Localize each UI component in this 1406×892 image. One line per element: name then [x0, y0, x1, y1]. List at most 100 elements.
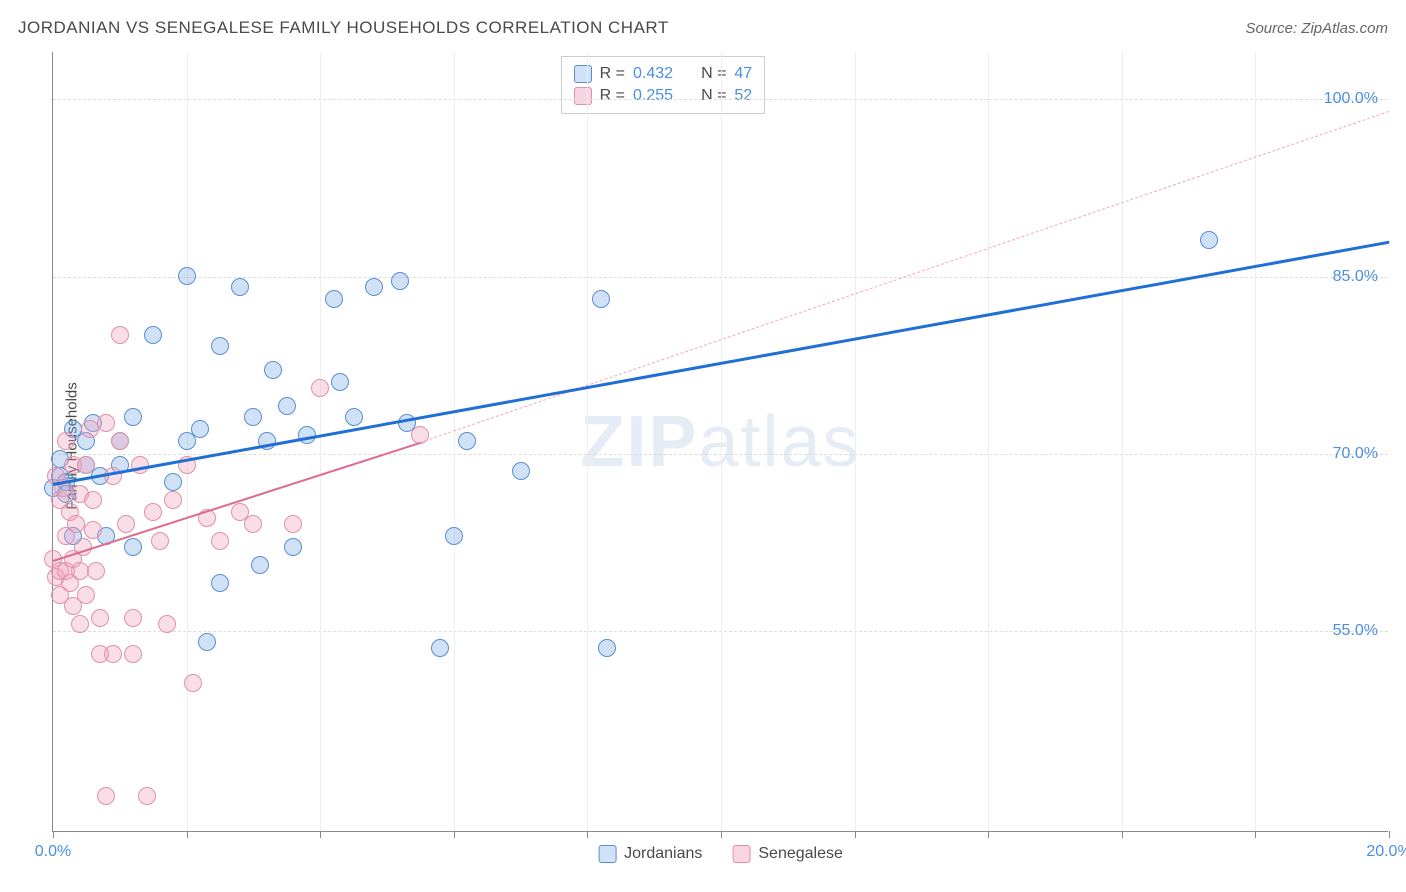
- stat-n-value: 47: [734, 65, 752, 83]
- stats-row: R = 0.255 N = 52: [574, 85, 753, 107]
- stat-n-value: 52: [734, 87, 752, 105]
- data-point: [592, 290, 610, 308]
- data-point: [284, 538, 302, 556]
- y-tick-label: 70.0%: [1333, 445, 1378, 463]
- data-point: [91, 609, 109, 627]
- y-tick-label: 100.0%: [1324, 90, 1378, 108]
- data-point: [331, 373, 349, 391]
- x-tick-label: 0.0%: [35, 843, 71, 861]
- gridline-vertical: [320, 52, 321, 831]
- data-point: [124, 538, 142, 556]
- data-point: [325, 290, 343, 308]
- data-point: [345, 408, 363, 426]
- stat-r-value: 0.255: [633, 87, 673, 105]
- series-swatch: [732, 845, 750, 863]
- data-point: [311, 379, 329, 397]
- legend-item: Senegalese: [732, 845, 843, 863]
- data-point: [111, 432, 129, 450]
- x-tick: [320, 831, 321, 838]
- data-point: [244, 515, 262, 533]
- gridline-vertical: [454, 52, 455, 831]
- data-point: [264, 361, 282, 379]
- legend-label: Jordanians: [624, 845, 702, 863]
- series-legend: Jordanians Senegalese: [598, 845, 843, 863]
- data-point: [184, 674, 202, 692]
- data-point: [111, 326, 129, 344]
- data-point: [71, 562, 89, 580]
- stat-r-label: R =: [600, 65, 625, 83]
- data-point: [1200, 231, 1218, 249]
- y-tick-label: 85.0%: [1333, 268, 1378, 286]
- stat-r-label: R =: [600, 87, 625, 105]
- x-tick: [587, 831, 588, 838]
- data-point: [117, 515, 135, 533]
- watermark-bold: ZIP: [580, 402, 698, 482]
- data-point: [67, 515, 85, 533]
- x-tick: [988, 831, 989, 838]
- x-tick: [1389, 831, 1390, 838]
- data-point: [164, 491, 182, 509]
- stats-row: R = 0.432 N = 47: [574, 63, 753, 85]
- gridline-vertical: [855, 52, 856, 831]
- data-point: [278, 397, 296, 415]
- data-point: [191, 420, 209, 438]
- y-tick-label: 55.0%: [1333, 622, 1378, 640]
- data-point: [84, 521, 102, 539]
- data-point: [244, 408, 262, 426]
- chart-container: JORDANIAN VS SENEGALESE FAMILY HOUSEHOLD…: [0, 0, 1406, 892]
- gridline-vertical: [721, 52, 722, 831]
- data-point: [431, 639, 449, 657]
- data-point: [211, 337, 229, 355]
- series-swatch: [574, 65, 592, 83]
- data-point: [144, 503, 162, 521]
- data-point: [104, 645, 122, 663]
- watermark-light: atlas: [698, 402, 860, 482]
- data-point: [445, 527, 463, 545]
- stat-n-label: N =: [701, 87, 726, 105]
- series-swatch: [574, 87, 592, 105]
- data-point: [81, 420, 99, 438]
- data-point: [598, 639, 616, 657]
- data-point: [198, 633, 216, 651]
- data-point: [151, 532, 169, 550]
- data-point: [97, 787, 115, 805]
- data-point: [77, 456, 95, 474]
- data-point: [164, 473, 182, 491]
- x-tick: [1255, 831, 1256, 838]
- legend-item: Jordanians: [598, 845, 702, 863]
- x-tick: [454, 831, 455, 838]
- header: JORDANIAN VS SENEGALESE FAMILY HOUSEHOLD…: [18, 18, 1388, 38]
- x-tick: [187, 831, 188, 838]
- data-point: [138, 787, 156, 805]
- gridline-vertical: [1122, 52, 1123, 831]
- regression-line: [53, 442, 421, 562]
- data-point: [211, 532, 229, 550]
- source-attribution: Source: ZipAtlas.com: [1245, 20, 1388, 37]
- legend-label: Senegalese: [758, 845, 843, 863]
- series-swatch: [598, 845, 616, 863]
- data-point: [158, 615, 176, 633]
- data-point: [512, 462, 530, 480]
- data-point: [124, 645, 142, 663]
- data-point: [391, 272, 409, 290]
- data-point: [365, 278, 383, 296]
- chart-title: JORDANIAN VS SENEGALESE FAMILY HOUSEHOLD…: [18, 18, 669, 38]
- stat-r-value: 0.432: [633, 65, 673, 83]
- plot-area: ZIPatlas R =0.432N =47R =0.255N =52 Jord…: [52, 52, 1388, 832]
- data-point: [231, 278, 249, 296]
- data-point: [84, 491, 102, 509]
- stat-n-label: N =: [701, 65, 726, 83]
- x-tick-label: 20.0%: [1366, 843, 1406, 861]
- data-point: [124, 408, 142, 426]
- data-point: [71, 615, 89, 633]
- data-point: [458, 432, 476, 450]
- data-point: [251, 556, 269, 574]
- data-point: [144, 326, 162, 344]
- data-point: [97, 414, 115, 432]
- data-point: [284, 515, 302, 533]
- x-tick: [1122, 831, 1123, 838]
- x-tick: [721, 831, 722, 838]
- gridline-vertical: [1255, 52, 1256, 831]
- data-point: [87, 562, 105, 580]
- gridline-vertical: [587, 52, 588, 831]
